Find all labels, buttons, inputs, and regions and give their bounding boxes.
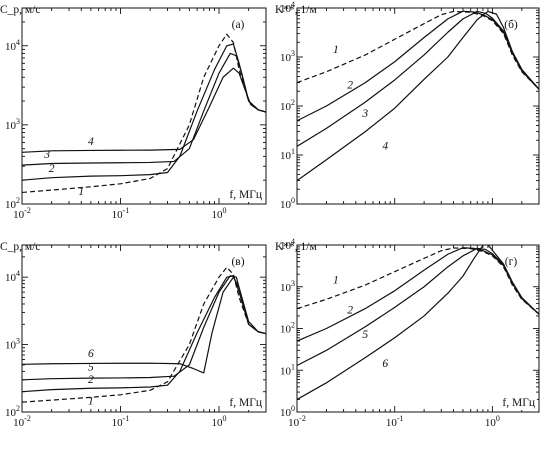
curve-label: 3 [361,108,368,120]
chart-panel-3: 10-2 10-1 100 102 103 104 C_p, м/с f, МГц (в) 6 52… [0,241,267,429]
series-line-6 [22,276,266,374]
curve-label: 1 [333,44,339,56]
panel-tag: (а) [232,19,245,31]
curve-label: 1 [78,186,84,198]
series-line-4 [22,67,266,153]
series-line-1 [22,266,266,403]
y-axis-label: K**, 1/м [275,4,318,16]
x-tick-label: 100 [212,414,227,429]
plot-frame [296,7,540,205]
y-tick-label: 100 [280,404,295,419]
x-tick-label: 10-2 [13,206,31,221]
series-line-3 [22,52,266,166]
x-axis-label-backing [227,396,264,410]
panel-tag: (б) [504,19,518,31]
plot-frame [21,7,267,205]
y-tick-label: 103 [5,117,20,132]
curve-label: 1 [333,274,339,286]
x-tick-label: 10-1 [386,414,404,429]
curve-label: 5 [362,329,368,341]
y-tick-label: 103 [280,279,295,294]
series-line-1 [22,33,266,194]
x-tick-label: 10-2 [13,414,31,429]
y-tick-label: 102 [5,196,20,211]
y-tick-label: 102 [5,404,20,419]
x-axis-label: f, МГц [229,397,262,409]
series-line-6 [297,245,539,400]
curve-label: 1 [88,395,94,407]
x-tick-label: 10-1 [112,206,130,221]
x-axis-label: f, МГц [229,189,262,201]
curve-label: 2 [347,304,353,316]
series-line-4 [297,10,539,182]
curve-label: 6 [88,348,94,360]
chart-panel-1: 10-2 10-1 100 102 103 104 C_p, м/с f, МГц (а) 4 3 2… [0,4,267,221]
plot-frame [296,244,540,413]
y-tick-label: 104 [280,0,295,15]
y-tick-label: 100 [280,196,295,211]
y-tick-label: 104 [5,269,20,284]
y-tick-label: 101 [280,362,295,377]
curve-label: 2 [88,374,94,386]
y-axis-label: C_p, м/с [0,4,41,16]
curve-label: 5 [88,362,94,374]
panel-tag: (г) [505,256,518,268]
y-axis-label: K**, 1/м [275,241,318,253]
y-tick-label: 103 [280,49,295,64]
y-tick-label: 103 [5,337,20,352]
y-tick-label: 101 [280,147,295,162]
y-tick-label: 102 [280,98,295,113]
panel-tag: (в) [231,256,244,268]
y-axis-label: C_p, м/с [0,241,41,253]
series-line-2 [22,275,266,393]
curve-label: 4 [382,140,388,152]
curve-label: 3 [43,149,50,161]
x-tick-label: 10-1 [112,414,130,429]
series-line-5 [297,247,539,367]
y-tick-label: 104 [5,38,20,53]
x-tick-label: 100 [212,206,227,221]
curve-label: 2 [347,79,353,91]
curve-label: 4 [88,136,94,148]
y-tick-label: 104 [280,237,295,252]
curve-label: 2 [49,163,55,175]
x-axis-label-backing [500,396,537,410]
series-line-2 [297,10,539,122]
x-axis-label-backing [227,188,264,202]
curve-label: 6 [382,358,388,370]
x-tick-label: 10-2 [288,414,306,429]
plot-frame [21,244,267,413]
y-tick-label: 102 [280,321,295,336]
x-axis-label: f, МГц [502,397,535,409]
series-line-2 [22,43,266,181]
x-tick-label: 100 [485,414,500,429]
